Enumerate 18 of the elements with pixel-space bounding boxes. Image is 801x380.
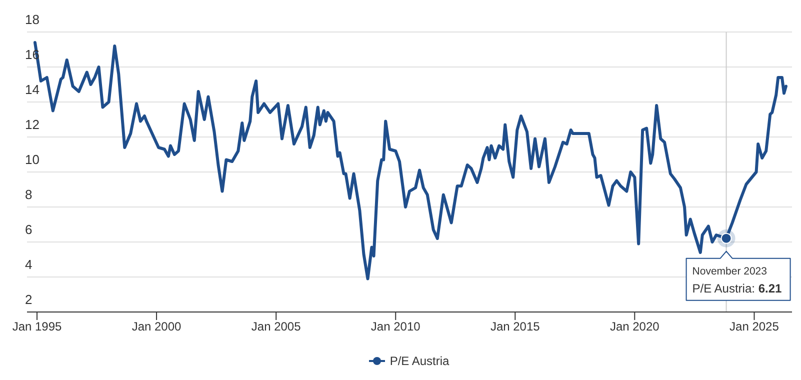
x-tick-label: Jan 2015 <box>490 320 540 334</box>
x-tick-label: Jan 2025 <box>730 320 780 334</box>
legend-label: P/E Austria <box>390 354 450 368</box>
y-tick-label: 6 <box>25 222 32 237</box>
y-tick-label: 18 <box>25 12 40 27</box>
y-tick-label: 12 <box>25 117 40 132</box>
annotation: P/E Austria: 6.21 <box>692 281 782 296</box>
x-tick-label: Jan 2000 <box>132 320 182 334</box>
y-tick-label: 14 <box>25 82 40 97</box>
y-tick-label: 8 <box>25 187 32 202</box>
x-tick-label: Jan 1995 <box>12 320 62 334</box>
y-tick-label: 4 <box>25 257 32 272</box>
y-tick-label: 2 <box>25 292 32 307</box>
x-tick-label: Jan 2010 <box>370 320 421 334</box>
x-tick-label: Jan 2020 <box>610 320 660 334</box>
x-tick-label: Jan 2005 <box>251 320 302 334</box>
y-tick-label: 10 <box>25 152 40 167</box>
annotation: November 2023 <box>692 265 768 278</box>
